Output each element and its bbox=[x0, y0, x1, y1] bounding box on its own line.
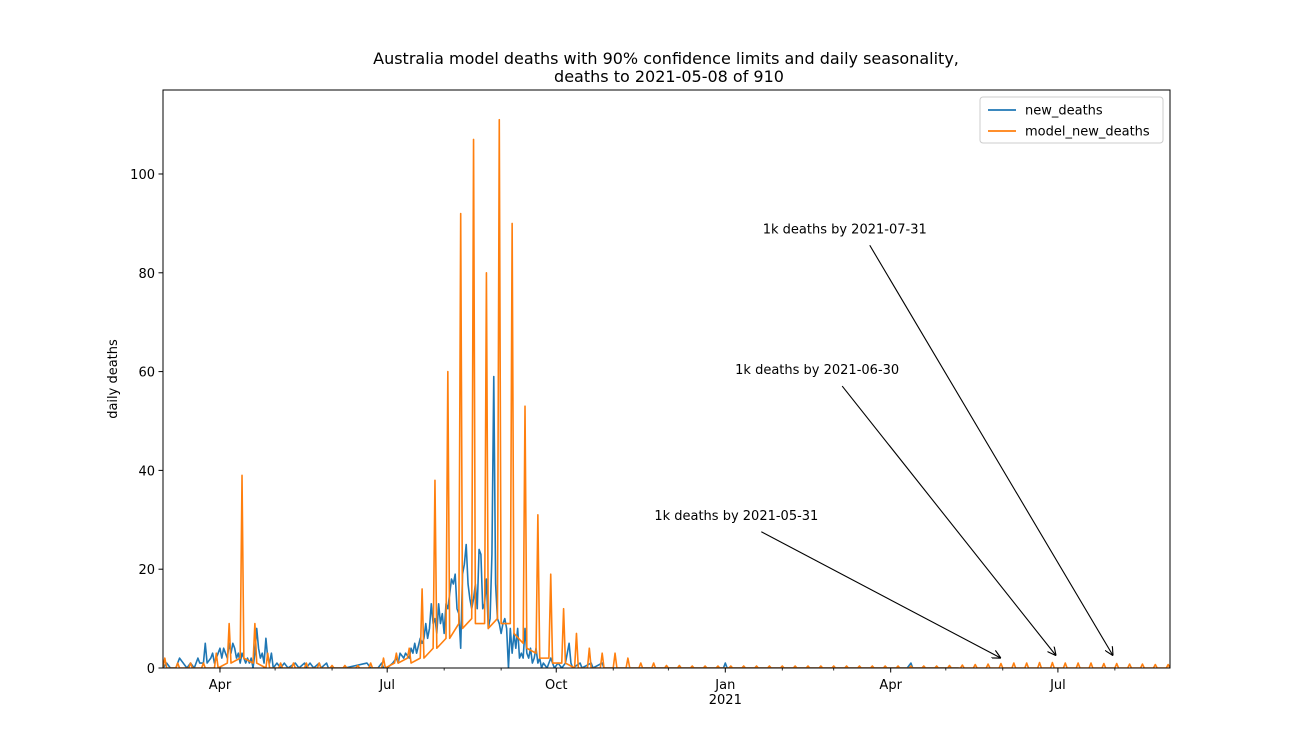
y-tick-label: 20 bbox=[138, 563, 155, 578]
y-tick-label: 40 bbox=[138, 464, 155, 479]
chart-title-line-1: Australia model deaths with 90% confiden… bbox=[373, 49, 959, 68]
annotation-label: 1k deaths by 2021-06-30 bbox=[735, 363, 899, 378]
x-tick-label: Jul bbox=[378, 678, 395, 693]
series-line-model-new-deaths bbox=[163, 118, 1170, 668]
y-axis-label: daily deaths bbox=[106, 339, 121, 419]
plot-area bbox=[162, 89, 1171, 669]
legend-label-model-new-deaths: model_new_deaths bbox=[1025, 125, 1150, 140]
annotation-arrow bbox=[841, 385, 1056, 656]
y-tick-label: 80 bbox=[138, 267, 155, 282]
chart-title-line-2: deaths to 2021-05-08 of 910 bbox=[554, 67, 784, 86]
x-tick-label: Jul bbox=[1049, 678, 1066, 693]
annotation-label: 1k deaths by 2021-05-31 bbox=[654, 509, 818, 524]
y-tick-label: 100 bbox=[130, 168, 155, 183]
x-tick-label: Apr bbox=[879, 678, 902, 693]
y-tick-label: 0 bbox=[147, 662, 155, 677]
annotation-label: 1k deaths by 2021-07-31 bbox=[763, 222, 927, 237]
legend-box bbox=[979, 96, 1164, 144]
annotation-arrow bbox=[761, 531, 1001, 658]
x-tick-label: Jan bbox=[714, 678, 735, 693]
legend-label-new-deaths: new_deaths bbox=[1025, 104, 1103, 119]
annotations: 1k deaths by 2021-05-31 1k deaths by 2021… bbox=[654, 222, 1113, 658]
legend: new_deaths model_new_deaths bbox=[979, 96, 1164, 144]
y-axis: 0 20 40 60 80 100 bbox=[130, 168, 163, 677]
x-tick-label: Apr bbox=[209, 678, 232, 693]
x-tick-label: Oct bbox=[545, 678, 567, 693]
x-tick-year-label: 2021 bbox=[709, 693, 742, 708]
annotation-arrow bbox=[869, 244, 1113, 655]
series-lines bbox=[163, 118, 1170, 668]
y-tick-label: 60 bbox=[138, 366, 155, 381]
plot-frame bbox=[162, 89, 1171, 669]
